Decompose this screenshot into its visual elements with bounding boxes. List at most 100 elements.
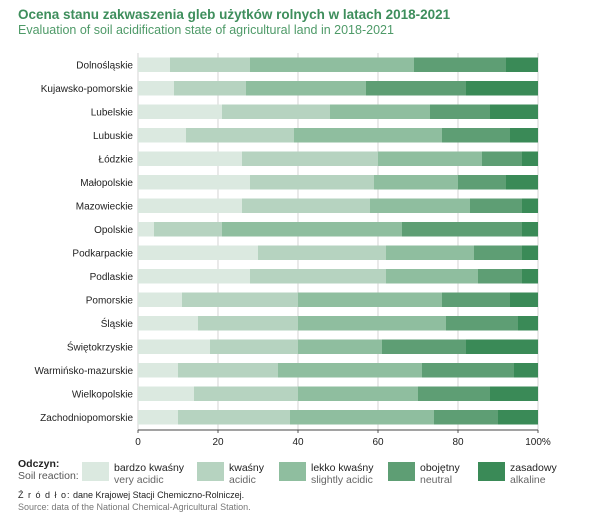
bar-segment — [250, 175, 374, 190]
category-label: Wielkopolskie — [72, 389, 134, 400]
legend-label-pl: bardzo kwaśny — [114, 462, 185, 474]
category-label: Podlaskie — [90, 272, 134, 283]
bar-segment — [366, 81, 466, 96]
bar-segment — [154, 222, 222, 237]
bar-segment — [378, 151, 482, 166]
bar-segment — [466, 339, 538, 354]
bar-segment — [386, 245, 474, 260]
bar-segment — [482, 151, 522, 166]
category-label: Małopolskie — [80, 178, 133, 189]
category-label: Świętokrzyskie — [67, 340, 134, 353]
legend-label-pl: kwaśny — [229, 462, 265, 474]
bar-segment — [138, 269, 250, 284]
category-label: Zachodniopomorskie — [40, 413, 133, 424]
bar-segment — [178, 410, 290, 425]
category-label: Pomorskie — [86, 295, 134, 306]
legend-label-en: alkaline — [510, 474, 546, 486]
category-label: Warmińsko-mazurskie — [34, 366, 133, 377]
legend-label-en: acidic — [229, 474, 256, 486]
bar-segment — [514, 363, 538, 378]
bar-segment — [222, 222, 402, 237]
bar-segment — [222, 104, 330, 119]
bar-segment — [246, 81, 366, 96]
legend-heading: Odczyn: Soil reaction: — [18, 458, 79, 482]
bar-segment — [138, 81, 174, 96]
bar-segment — [490, 104, 538, 119]
legend-label-en: very acidic — [114, 474, 164, 486]
bar-segment — [430, 104, 490, 119]
legend-label-pl: zasadowy — [510, 462, 557, 474]
bar-segment — [294, 128, 442, 143]
bar-segment — [414, 57, 506, 72]
category-label: Dolnośląskie — [76, 60, 133, 71]
bar-segment — [138, 104, 222, 119]
bar-segment — [210, 339, 298, 354]
legend-swatch — [82, 462, 109, 481]
legend-label-en: slightly acidic — [311, 474, 373, 486]
bar-segment — [138, 222, 154, 237]
x-tick-label: 60 — [372, 437, 384, 448]
x-tick-label: 40 — [292, 437, 304, 448]
bar-segment — [506, 175, 538, 190]
bar-segment — [434, 410, 498, 425]
bar-segment — [138, 198, 242, 213]
bar-segment — [138, 57, 170, 72]
legend-label-en: neutral — [420, 474, 453, 486]
bar-segment — [194, 386, 298, 401]
bar-segment — [458, 175, 506, 190]
bar-segment — [522, 151, 538, 166]
bar-segment — [510, 292, 538, 307]
bar-segment — [506, 57, 538, 72]
bar-segment — [198, 316, 298, 331]
bar-segment — [442, 292, 510, 307]
bar-segment — [490, 386, 538, 401]
bar-segment — [510, 128, 538, 143]
bar-segment — [138, 363, 178, 378]
bar-segment — [498, 410, 538, 425]
legend-swatch — [197, 462, 224, 481]
bar-segment — [466, 81, 538, 96]
bar-segment — [138, 339, 210, 354]
bar-segment — [402, 222, 522, 237]
source-text: dane Krajowej Stacji Chemiczno-Rolniczej… — [73, 490, 245, 500]
bar-segment — [298, 316, 446, 331]
bar-segment — [186, 128, 294, 143]
x-tick-label: 80 — [452, 437, 464, 448]
x-tick-label: 100% — [525, 437, 551, 448]
bar-segment — [178, 363, 278, 378]
category-label: Kujawsko-pomorskie — [41, 84, 134, 95]
bar-segment — [422, 363, 514, 378]
bar-segment — [138, 128, 186, 143]
bar-segment — [170, 57, 250, 72]
category-label: Podkarpackie — [72, 248, 133, 259]
category-label: Mazowieckie — [76, 201, 134, 212]
bar-segment — [138, 245, 258, 260]
bar-segment — [138, 175, 250, 190]
bar-segment — [446, 316, 518, 331]
bar-segment — [250, 269, 386, 284]
x-tick-label: 20 — [212, 437, 224, 448]
category-label: Śląskie — [101, 317, 134, 330]
bar-segment — [298, 339, 382, 354]
legend-label-pl: lekko kwaśny — [311, 462, 374, 474]
legend-swatch — [388, 462, 415, 481]
category-label: Łódzkie — [99, 154, 134, 165]
source-note: Ź r ó d ł o: dane Krajowej Stacji Chemic… — [18, 490, 244, 500]
bar-segment — [182, 292, 298, 307]
category-label: Lubelskie — [91, 107, 134, 118]
bar-segment — [374, 175, 458, 190]
bar-segment — [278, 363, 422, 378]
bar-segment — [470, 198, 522, 213]
bar-segment — [522, 222, 538, 237]
bar-segment — [138, 292, 182, 307]
legend-label-pl: obojętny — [420, 462, 460, 474]
bar-segment — [138, 386, 194, 401]
bar-segment — [138, 151, 242, 166]
bar-segment — [522, 245, 538, 260]
bar-segment — [478, 269, 522, 284]
bar-segment — [370, 198, 470, 213]
bar-segment — [242, 151, 378, 166]
x-tick-label: 0 — [135, 437, 141, 448]
category-label: Opolskie — [94, 225, 133, 236]
legend-heading-pl: Odczyn: — [18, 458, 60, 470]
